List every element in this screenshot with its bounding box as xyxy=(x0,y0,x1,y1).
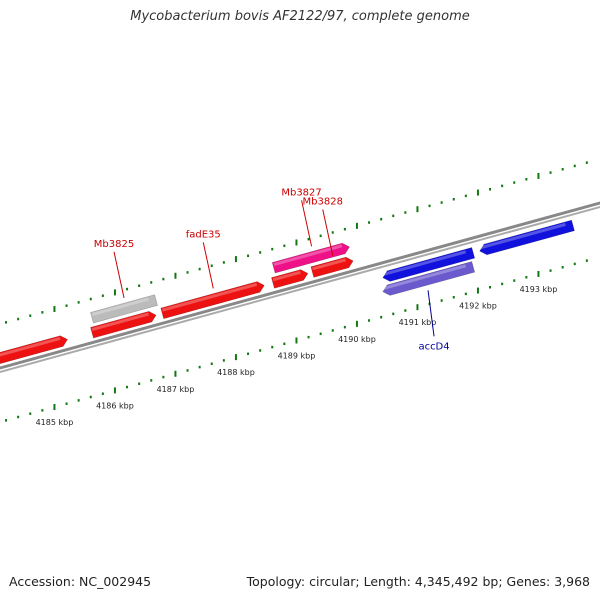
feature-arrow-highlight xyxy=(479,222,566,250)
feature-arrow xyxy=(382,261,476,296)
feature-arrow-highlight xyxy=(91,297,149,317)
feature-arrow xyxy=(90,311,157,339)
feature-arrow-highlight xyxy=(382,250,467,277)
gene-label: accD4 xyxy=(418,341,449,352)
feature-arrow-highlight xyxy=(91,312,149,332)
genome-summary: Topology: circular; Length: 4,345,492 bp… xyxy=(246,574,590,589)
scale-tick-label: 4189 kbp xyxy=(278,351,316,360)
feature-arrow xyxy=(479,219,575,256)
feature-arrow-group xyxy=(382,247,476,282)
feature-arrow-group xyxy=(382,261,476,296)
feature-arrow xyxy=(271,269,309,289)
feature-arrow xyxy=(160,281,265,320)
scale-tick-label: 4185 kbp xyxy=(36,418,74,427)
label-leader-line xyxy=(301,200,313,247)
scale-ticks xyxy=(5,161,588,422)
scale-tick-label: 4191 kbp xyxy=(399,318,437,327)
scale-tick-label: 4187 kbp xyxy=(157,385,195,394)
feature-arrow xyxy=(90,294,158,324)
features xyxy=(0,219,575,376)
feature-arrow-group xyxy=(160,281,265,320)
feature-arrow-highlight xyxy=(272,270,301,282)
feature-arrow-highlight xyxy=(273,244,343,267)
map-title: Mycobacterium bovis AF2122/97, complete … xyxy=(130,9,470,24)
label-leader-line xyxy=(322,209,334,256)
feature-arrow-highlight xyxy=(0,336,61,369)
scale-tick-label: 4193 kbp xyxy=(520,285,558,294)
feature-arrow-group xyxy=(90,294,158,324)
gene-label: Mb3825 xyxy=(94,239,134,250)
feature-arrow xyxy=(382,247,476,282)
feature-arrow-group xyxy=(90,311,157,339)
backbone-line-bottom xyxy=(0,205,600,374)
backbone-line-top xyxy=(0,201,600,370)
feature-arrow xyxy=(310,256,354,278)
genome-backbone xyxy=(0,201,600,374)
label-leader-line xyxy=(113,251,125,298)
scale-tick-label: 4192 kbp xyxy=(459,302,497,311)
label-leader-line xyxy=(427,290,435,337)
label-leader-line xyxy=(202,242,214,289)
feature-arrow-group xyxy=(310,256,354,278)
feature-arrow-highlight xyxy=(382,264,467,291)
accession-text: Accession: NC_002945 xyxy=(9,574,152,589)
feature-arrow-highlight xyxy=(312,258,347,271)
feature-arrow-group xyxy=(479,219,575,256)
scale-tick-label: 4188 kbp xyxy=(217,368,255,377)
gene-label: Mb3828 xyxy=(303,196,343,207)
scale-tick-label: 4186 kbp xyxy=(96,401,134,410)
gene-label: fadE35 xyxy=(186,229,221,240)
labels: 4185 kbp 4186 kbp 4187 kbp 4188 kbp 4189 kbp… xyxy=(36,187,558,427)
gene-label: Mb3827 xyxy=(281,187,321,198)
feature-arrow-highlight xyxy=(161,282,258,312)
scale-tick-label: 4190 kbp xyxy=(338,335,376,344)
feature-arrow-group xyxy=(0,335,68,376)
feature-arrow xyxy=(0,335,68,376)
feature-arrow-group xyxy=(271,269,309,289)
